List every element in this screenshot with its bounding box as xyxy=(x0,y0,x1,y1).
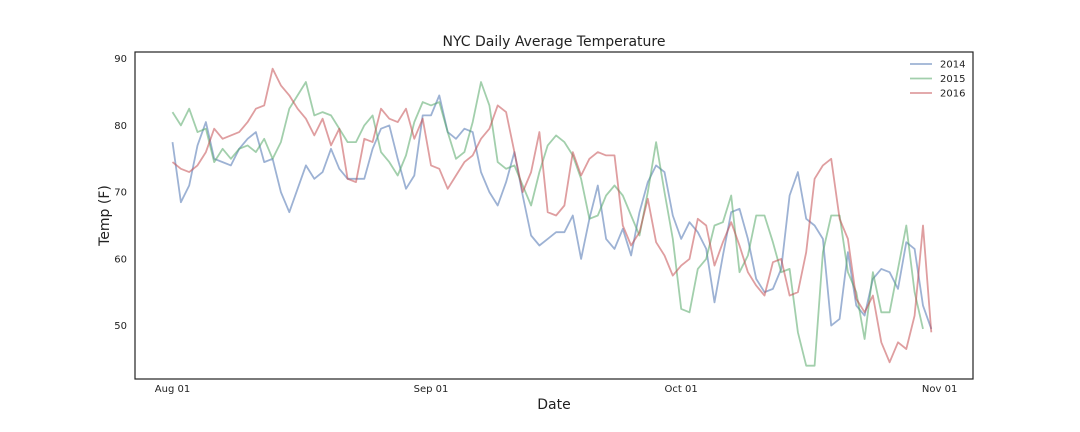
chart-title: NYC Daily Average Temperature xyxy=(443,34,666,50)
series-line-2015 xyxy=(171,81,924,367)
x-tick-label: Nov 01 xyxy=(922,384,957,395)
plot-series xyxy=(171,67,933,367)
y-tick-label: 90 xyxy=(114,54,127,65)
legend: 2014 2015 2016 xyxy=(910,60,965,100)
y-tick-label: 70 xyxy=(114,188,127,199)
x-axis-label: Date xyxy=(537,397,570,413)
x-tick-label: Oct 01 xyxy=(665,384,698,395)
plot-frame xyxy=(134,51,974,380)
legend-label-2016: 2016 xyxy=(940,89,965,100)
legend-label-2014: 2014 xyxy=(940,60,965,71)
x-tick-label: Sep 01 xyxy=(414,384,449,395)
y-tick-label: 50 xyxy=(114,321,127,332)
x-tick-label: Aug 01 xyxy=(155,384,190,395)
x-axis: Aug 01 Sep 01 Oct 01 Nov 01 xyxy=(155,384,958,395)
series-line-2014 xyxy=(171,94,933,330)
y-axis-label: Temp (F) xyxy=(97,185,113,247)
y-tick-label: 60 xyxy=(114,254,127,265)
legend-label-2015: 2015 xyxy=(940,74,965,85)
y-axis: 50 60 70 80 90 xyxy=(114,54,127,332)
y-tick-label: 80 xyxy=(114,121,127,132)
series-line-2016 xyxy=(171,67,933,364)
